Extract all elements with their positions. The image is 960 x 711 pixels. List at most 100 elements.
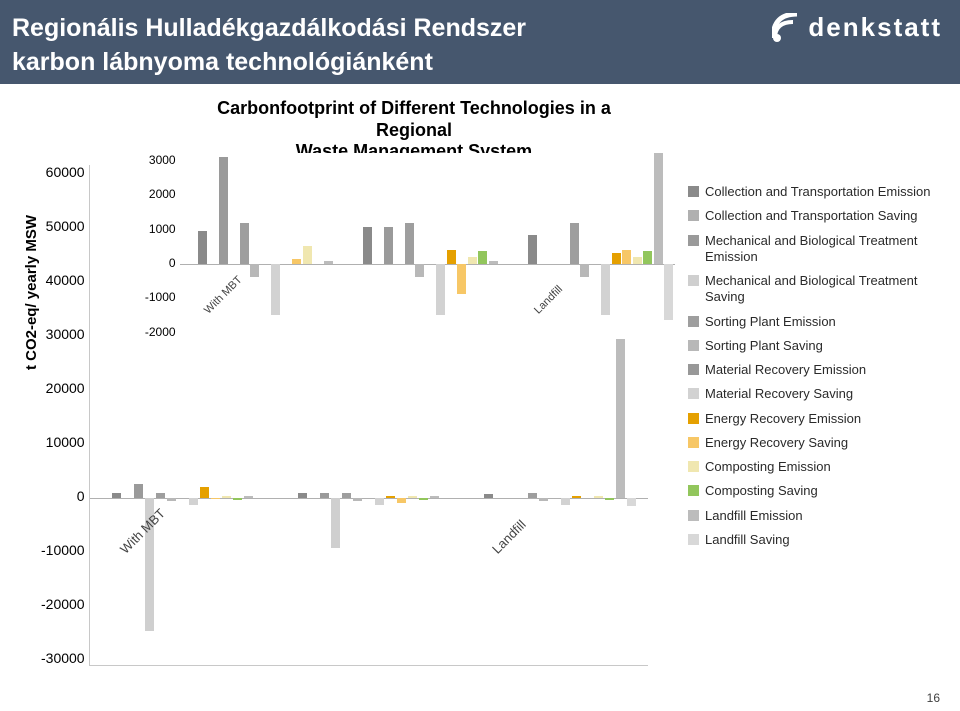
bar-mech_sav <box>331 498 340 548</box>
bar-energy_em <box>200 487 209 498</box>
inset-bar-mat_sav <box>271 264 280 314</box>
legend-label: Mechanical and Biological Treatment Savi… <box>705 273 948 306</box>
bar-comp_em <box>594 496 603 498</box>
legend-swatch <box>688 210 699 221</box>
legend-item: Landfill Emission <box>688 508 948 524</box>
legend-swatch <box>688 534 699 545</box>
legend-label: Composting Emission <box>705 459 948 475</box>
legend-item: Material Recovery Emission <box>688 362 948 378</box>
category-label: Landfill <box>489 517 529 557</box>
bar-mat_sav <box>375 498 384 505</box>
legend-swatch <box>688 235 699 246</box>
legend-item: Collection and Transportation Saving <box>688 208 948 224</box>
legend-item: Collection and Transportation Emission <box>688 184 948 200</box>
y-tick: -20000 <box>41 597 85 611</box>
logo-icon <box>772 13 802 43</box>
inset-bar-mech_em <box>219 157 228 265</box>
bar-collect_em <box>484 494 493 498</box>
legend-label: Composting Saving <box>705 483 948 499</box>
legend-swatch <box>688 510 699 521</box>
legend-item: Composting Saving <box>688 483 948 499</box>
bar-mech_em <box>320 493 329 499</box>
inset-bar-sort_em <box>405 223 414 264</box>
header-title-line2: karbon lábnyoma technológiánként <box>12 48 433 76</box>
inset-category-label: Landfill <box>532 284 565 317</box>
chart-plot: 3000200010000-1000-2000 With MBTLandfill… <box>89 165 648 666</box>
header: Regionális Hulladékgazdálkodási Rendszer… <box>0 0 960 84</box>
inset-y-tick: -1000 <box>136 290 176 304</box>
legend-swatch <box>688 413 699 424</box>
bar-sort_em <box>342 493 351 498</box>
legend-item: Sorting Plant Emission <box>688 314 948 330</box>
bar-sort_sav <box>539 498 548 501</box>
inset-y-tick: 2000 <box>136 187 176 201</box>
y-axis: 6000050000400003000020000100000-10000-20… <box>41 165 85 665</box>
legend-swatch <box>688 437 699 448</box>
y-tick: 30000 <box>46 327 85 341</box>
legend-label: Collection and Transportation Saving <box>705 208 948 224</box>
bar-comp_em <box>222 496 231 498</box>
legend-label: Material Recovery Emission <box>705 362 948 378</box>
legend-label: Energy Recovery Emission <box>705 411 948 427</box>
legend-item: Energy Recovery Emission <box>688 411 948 427</box>
bar-energy_sav <box>397 498 406 502</box>
legend-swatch <box>688 364 699 375</box>
inset-plot: With MBTLandfill <box>180 153 675 339</box>
legend-label: Sorting Plant Emission <box>705 314 948 330</box>
legend-item: Sorting Plant Saving <box>688 338 948 354</box>
bar-energy_em <box>386 496 395 498</box>
inset-bar-collect_em <box>198 231 207 264</box>
legend-label: Sorting Plant Saving <box>705 338 948 354</box>
page-number: 16 <box>927 691 940 705</box>
bar-energy_sav <box>211 498 220 499</box>
inset-bar-land_em <box>489 261 498 265</box>
y-tick: 40000 <box>46 273 85 287</box>
legend-item: Landfill Saving <box>688 532 948 548</box>
inset-bar-comp_sav <box>643 251 652 264</box>
inset-bar-mat_sav <box>436 264 445 314</box>
category-label: With MBT <box>117 506 168 557</box>
y-tick: 10000 <box>46 435 85 449</box>
y-tick: 20000 <box>46 381 85 395</box>
bar-land_sav <box>627 498 636 506</box>
legend-label: Mechanical and Biological Treatment Emis… <box>705 233 948 266</box>
inset-bar-comp_em <box>633 257 642 264</box>
inset-y-axis: 3000200010000-1000-2000 <box>136 153 176 339</box>
legend-swatch <box>688 186 699 197</box>
header-title-line1: Regionális Hulladékgazdálkodási Rendszer <box>12 14 526 42</box>
bar-sort_sav <box>353 498 362 501</box>
legend-item: Composting Emission <box>688 459 948 475</box>
inset-y-tick: -2000 <box>136 325 176 339</box>
chart-title-line1: Carbonfootprint of Different Technologie… <box>217 98 611 140</box>
legend-label: Landfill Saving <box>705 532 948 548</box>
legend-swatch <box>688 388 699 399</box>
bar-comp_em <box>408 496 417 498</box>
y-axis-label: t CO2-eq/ yearly MSW <box>24 215 39 370</box>
bar-mat_sav <box>189 498 198 505</box>
inset-bar-sort_sav <box>415 264 424 277</box>
inset-bar-energy_sav <box>292 259 301 265</box>
legend-swatch <box>688 461 699 472</box>
inset-bar-comp_sav <box>478 251 487 264</box>
inset-bar-mech_em <box>384 227 393 264</box>
inset-bar-energy_sav <box>457 264 466 294</box>
legend-swatch <box>688 316 699 327</box>
y-tick: 50000 <box>46 219 85 233</box>
bar-sort_sav <box>167 498 176 501</box>
content: Carbonfootprint of Different Technologie… <box>0 84 960 666</box>
inset-bar-collect_em <box>528 235 537 265</box>
legend-swatch <box>688 485 699 496</box>
legend-label: Material Recovery Saving <box>705 386 948 402</box>
legend: Collection and Transportation Emission Co… <box>688 184 948 556</box>
inset-bar-energy_em <box>612 253 621 264</box>
inset-bar-energy_em <box>447 250 456 265</box>
bar-mech_em <box>134 484 143 498</box>
logo-text: denkstatt <box>808 12 942 43</box>
bar-collect_em <box>298 493 307 499</box>
legend-label: Energy Recovery Saving <box>705 435 948 451</box>
y-tick: 60000 <box>46 165 85 179</box>
inset-bar-sort_sav <box>250 264 259 277</box>
legend-item: Energy Recovery Saving <box>688 435 948 451</box>
legend-item: Material Recovery Saving <box>688 386 948 402</box>
inset-y-tick: 0 <box>136 256 176 270</box>
